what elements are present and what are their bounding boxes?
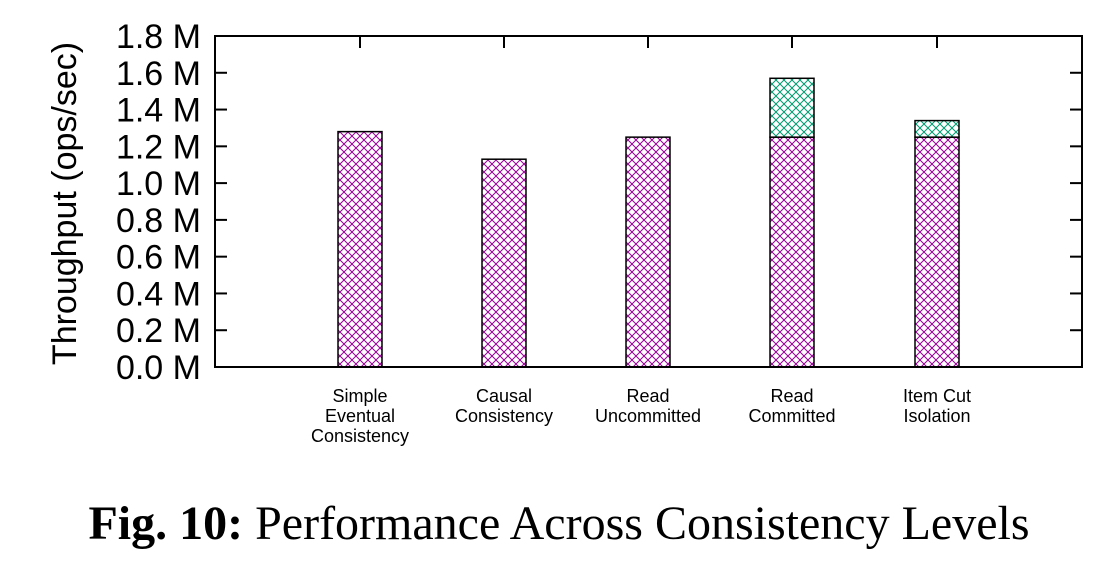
bar-series-0-cat-3	[769, 136, 815, 368]
bar-series-0-cat-4	[914, 136, 960, 368]
x-category-label: Item Cut Isolation	[903, 386, 971, 426]
y-tick-label: 0.4 M	[116, 275, 201, 313]
y-tick-label: 0.2 M	[116, 312, 201, 350]
figure-caption: Fig. 10: Performance Across Consistency …	[0, 496, 1118, 551]
bar-series-0-cat-0	[337, 130, 383, 368]
plot-area-frame	[214, 35, 1083, 368]
figure-caption-text: Performance Across Consistency Levels	[255, 497, 1030, 550]
bar-series-0-cat-1	[481, 158, 527, 368]
y-tick-label: 1.8 M	[116, 18, 201, 56]
bar-series-0-cat-2	[625, 136, 671, 368]
y-tick-label: 1.0 M	[116, 165, 201, 203]
bar-series-1-cat-3	[769, 77, 815, 138]
figure-number: Fig. 10:	[88, 497, 244, 550]
y-tick-label: 0.0 M	[116, 349, 201, 387]
x-category-label: Read Committed	[748, 386, 835, 426]
x-category-label: Causal Consistency	[455, 386, 553, 426]
chart: 0.0 M0.2 M0.4 M0.6 M0.8 M1.0 M1.2 M1.4 M…	[46, 18, 1083, 446]
y-tick-label: 0.8 M	[116, 202, 201, 240]
y-tick-label: 0.6 M	[116, 239, 201, 277]
y-tick-label: 1.4 M	[116, 92, 201, 130]
bars	[337, 36, 960, 368]
y-axis-title: Throughput (ops/sec)	[46, 42, 84, 365]
x-category-label: Read Uncommitted	[595, 386, 701, 426]
x-axis-labels: Simple Eventual Consistency Causal Consisten…	[311, 386, 971, 446]
x-category-label: Simple Eventual Consistency	[311, 386, 409, 446]
y-tick-label: 1.6 M	[116, 55, 201, 93]
y-axis-ticks: 0.0 M0.2 M0.4 M0.6 M0.8 M1.0 M1.2 M1.4 M…	[116, 18, 1082, 387]
y-tick-label: 1.2 M	[116, 128, 201, 166]
bar-series-1-cat-4	[914, 119, 960, 138]
